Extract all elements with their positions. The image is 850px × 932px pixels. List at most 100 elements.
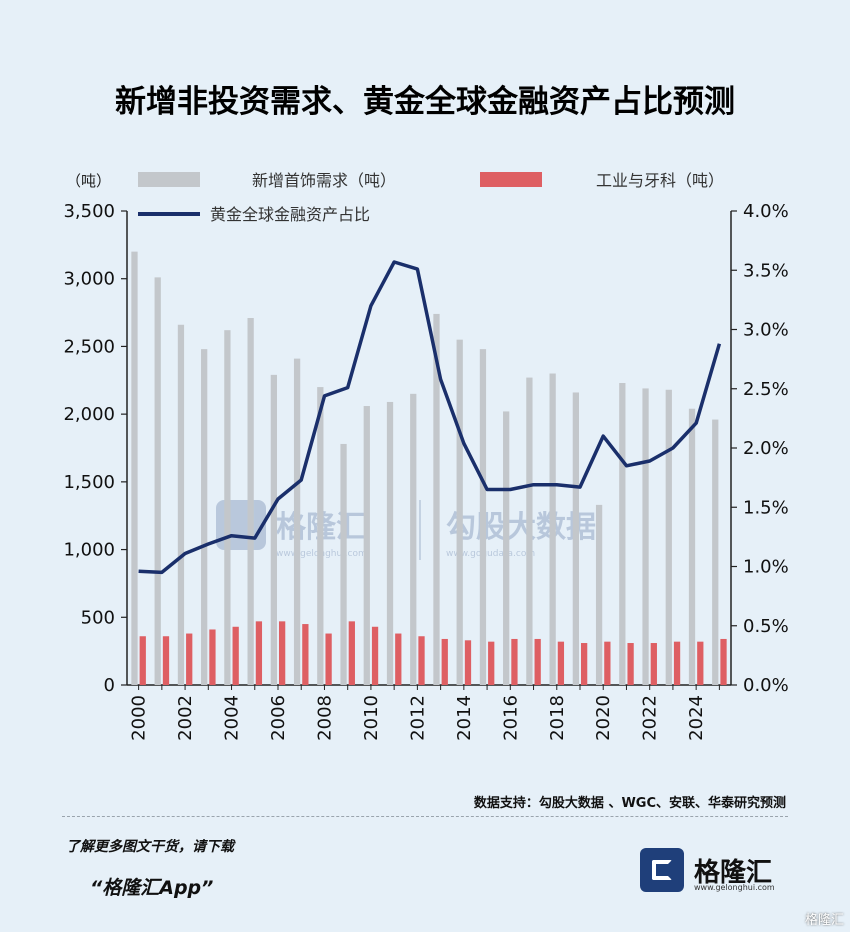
legend-share-label: 黄金全球金融资产占比: [210, 205, 370, 224]
legend-industrial-swatch: [480, 172, 542, 187]
jewelry-bar: [131, 251, 138, 685]
industrial-bar: [186, 633, 193, 685]
y-left-tick-label: 2,500: [63, 336, 115, 357]
source-note: 数据支持：勾股大数据 、WGC、安联、华泰研究预测: [473, 796, 786, 811]
y-left-tick-label: 1,000: [63, 540, 115, 561]
jewelry-bar: [526, 377, 533, 685]
x-tick-label: 2004: [222, 695, 243, 741]
bars: [131, 251, 727, 685]
legend-jewelry-label: 新增首饰需求（吨）: [252, 171, 396, 190]
legend-industrial-label: 工业与牙科（吨）: [596, 171, 724, 190]
y-left-tick-label: 1,500: [63, 472, 115, 493]
industrial-bar: [511, 638, 518, 685]
y-right-tick-label: 0.0%: [743, 675, 789, 696]
x-tick-label: 2014: [454, 695, 475, 741]
x-tick-label: 2016: [500, 695, 521, 741]
jewelry-bar: [595, 504, 603, 685]
industrial-bar: [325, 633, 332, 685]
y-right-tick-label: 2.5%: [743, 379, 789, 400]
jewelry-bar: [479, 349, 487, 685]
industrial-bar: [557, 641, 565, 685]
legend-jewelry-swatch: [138, 172, 200, 187]
jewelry-bar: [317, 387, 324, 685]
x-tick-label: 2000: [129, 695, 150, 741]
industrial-bar: [604, 641, 611, 685]
y-right-tick-label: 1.5%: [743, 497, 789, 518]
jewelry-bar: [619, 382, 626, 685]
industrial-bar: [534, 638, 541, 685]
watermark-logo-icon: [216, 500, 266, 550]
jewelry-bar: [363, 406, 370, 685]
chart-title: 新增非投资需求、黄金全球金融资产占比预测: [115, 84, 735, 120]
jewelry-bar: [201, 349, 208, 685]
x-tick-label: 2010: [361, 695, 382, 741]
y-right-tick-label: 4.0%: [743, 201, 789, 222]
jewelry-bar: [665, 389, 672, 685]
x-tick-labels: 2000 2002 2004 2006 2008 2010 2012 2014 2016 2018…: [129, 685, 720, 741]
y-right-tick-label: 1.0%: [743, 557, 789, 578]
industrial-bar: [232, 626, 239, 685]
industrial-bar: [209, 629, 216, 685]
jewelry-bar: [712, 419, 719, 685]
industrial-bar: [464, 640, 472, 685]
industrial-bar: [673, 641, 681, 685]
share-line-group: [138, 260, 722, 575]
industrial-bar: [720, 638, 727, 685]
industrial-bar: [395, 633, 402, 685]
jewelry-bar: [224, 330, 231, 685]
left-unit-label: （吨）: [66, 172, 111, 190]
jewelry-bar: [386, 401, 394, 685]
jewelry-bar: [247, 317, 254, 685]
jewelry-bar: [433, 313, 440, 685]
x-tick-label: 2008: [314, 695, 335, 741]
axes: 0 500 1,000 1,500 2,000 2,500 3,000 3,500 0.0% 0.…: [63, 201, 788, 696]
industrial-bar: [581, 643, 588, 685]
watermark-brand-2: 勾股大数据: [446, 510, 596, 545]
brand-logo: 格隆汇 www.gelonghui.com: [640, 848, 790, 896]
y-left-tick-label: 0: [104, 675, 115, 696]
jewelry-bar: [270, 374, 277, 685]
y-right-tick-label: 3.5%: [743, 260, 789, 281]
industrial-bar: [441, 638, 448, 685]
jewelry-bar: [688, 408, 696, 685]
x-tick-label: 2022: [640, 695, 661, 741]
y-left-tick-label: 3,500: [63, 201, 115, 222]
brand-logo-name: 格隆汇: [694, 858, 773, 888]
y-right-tick-label: 3.0%: [743, 320, 789, 341]
x-tick-label: 2006: [268, 695, 289, 741]
y-right-tick-label: 0.5%: [743, 616, 789, 637]
brand-logo-icon: [640, 848, 684, 892]
x-tick-label: 2020: [593, 695, 614, 741]
industrial-bar: [371, 626, 379, 685]
industrial-bar: [488, 641, 495, 685]
jewelry-bar: [503, 411, 510, 685]
y-right-tick-label: 2.0%: [743, 438, 789, 459]
y-left-tick-label: 2,000: [63, 404, 115, 425]
y-left-tick-label: 500: [81, 607, 115, 628]
x-tick-label: 2024: [686, 695, 707, 741]
jewelry-bar: [154, 277, 161, 685]
industrial-bar: [162, 636, 170, 685]
jewelry-bar: [177, 324, 185, 685]
industrial-bar: [697, 641, 704, 685]
industrial-bar: [650, 643, 657, 685]
industrial-bar: [255, 621, 263, 685]
industrial-bar: [627, 643, 634, 685]
share-line: [138, 260, 722, 575]
industrial-bar: [418, 636, 425, 685]
y-left-tick-label: 3,000: [63, 269, 115, 290]
x-tick-label: 2012: [407, 695, 428, 741]
jewelry-bar: [456, 339, 463, 685]
jewelry-bar: [410, 393, 417, 685]
footer-divider: [62, 816, 788, 817]
brand-logo-url: www.gelonghui.com: [694, 883, 775, 892]
industrial-bar: [139, 636, 146, 685]
jewelry-bar: [642, 388, 649, 685]
corner-watermark: 格隆汇: [804, 913, 844, 928]
jewelry-bar: [340, 443, 347, 685]
jewelry-bar: [572, 392, 579, 685]
x-tick-label: 2018: [547, 695, 568, 741]
jewelry-bar: [293, 358, 301, 685]
footer-app-name: “格隆汇App”: [90, 877, 214, 899]
